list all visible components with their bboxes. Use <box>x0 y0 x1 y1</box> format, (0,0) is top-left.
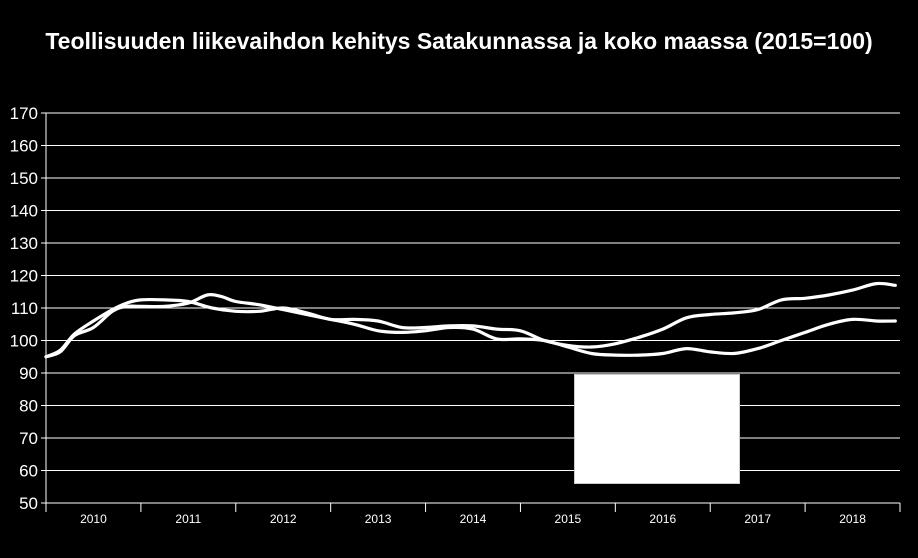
x-tick-label: 2010 <box>80 512 107 526</box>
x-tick-label: 2011 <box>175 512 201 526</box>
axes <box>41 112 901 512</box>
y-tick-label: 50 <box>19 494 38 513</box>
x-tick-labels: 2010 2011 2012 2013 2014 2015 2016 2017 2018 <box>80 512 866 526</box>
series-lines <box>44 281 897 359</box>
x-tick-label: 2016 <box>649 512 676 526</box>
y-tick-label: 100 <box>10 332 38 351</box>
y-tick-label: 140 <box>10 202 38 221</box>
y-tick-labels: 50 60 70 80 90 100 110 120 130 140 150 160 170 <box>10 104 38 513</box>
y-tick-label: 60 <box>19 462 38 481</box>
y-tick-label: 170 <box>10 104 38 123</box>
legend-box <box>574 374 740 484</box>
y-tick-label: 70 <box>19 429 38 448</box>
y-tick-label: 160 <box>10 137 38 156</box>
x-tick-label: 2017 <box>744 512 771 526</box>
grid-lines <box>46 112 900 471</box>
y-tick-label: 110 <box>11 299 38 318</box>
y-tick-label: 80 <box>19 397 38 416</box>
y-tick-label: 130 <box>10 234 38 253</box>
series-line-2 <box>44 293 897 359</box>
x-tick-label: 2018 <box>839 512 866 526</box>
y-tick-label: 150 <box>10 169 38 188</box>
x-tick-label: 2015 <box>555 512 582 526</box>
x-tick-label: 2013 <box>365 512 392 526</box>
y-tick-label: 120 <box>10 267 38 286</box>
chart-title: Teollisuuden liikevaihdon kehitys Sataku… <box>45 28 873 54</box>
x-tick-label: 2012 <box>270 512 297 526</box>
x-tick-label: 2014 <box>460 512 487 526</box>
y-tick-label: 90 <box>19 364 38 383</box>
